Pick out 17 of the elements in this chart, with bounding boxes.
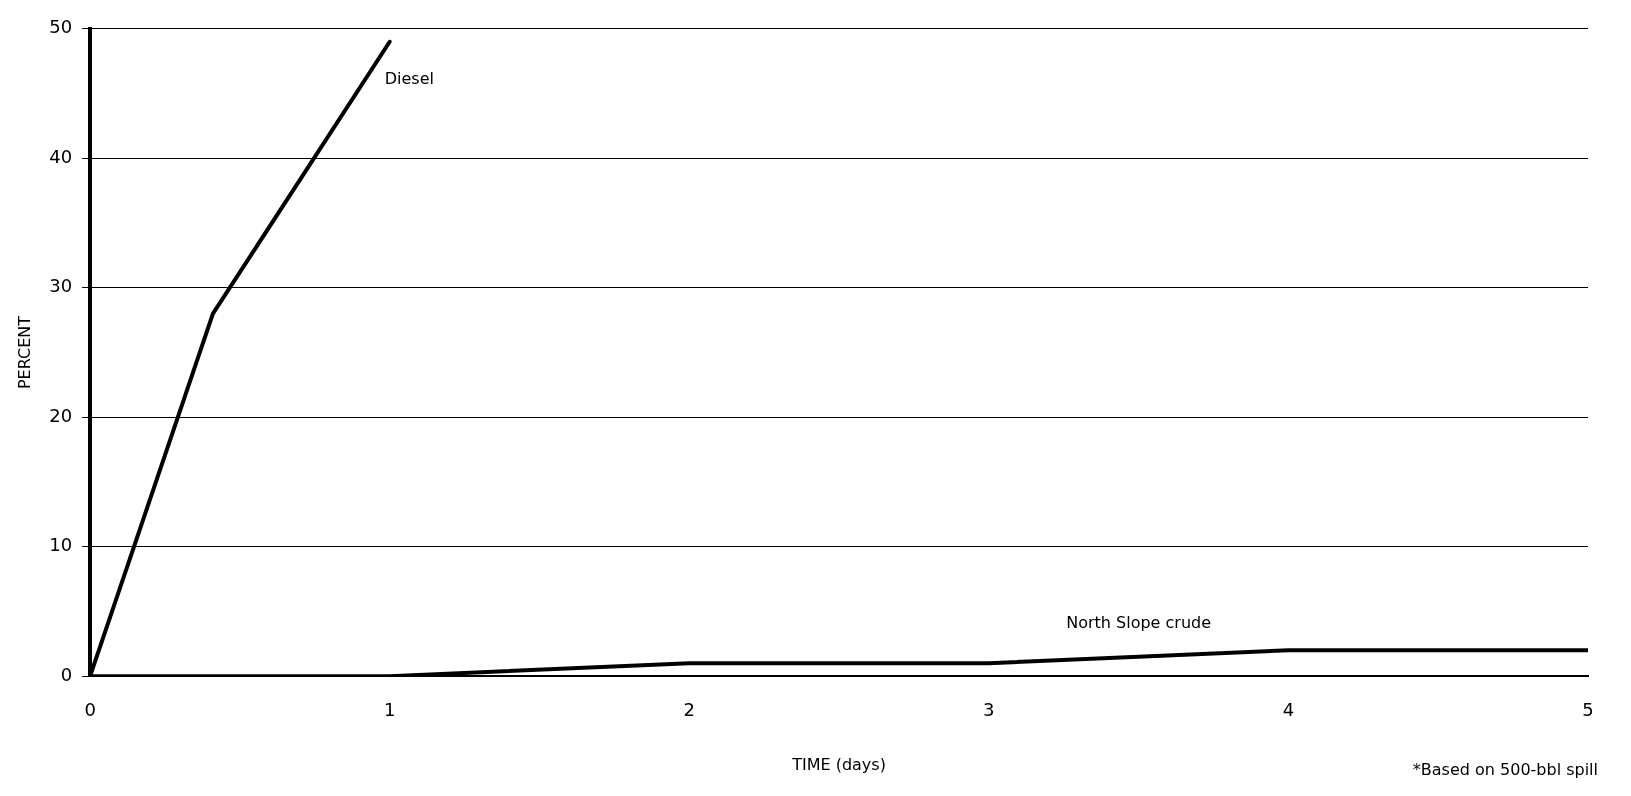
y-tick-label: 0 (60, 663, 73, 685)
series-label: North Slope crude (1066, 613, 1212, 633)
y-tick-label: 40 (49, 145, 73, 167)
text: *Based on 500-bbl spill (1412, 760, 1598, 780)
y-tick-label: 20 (49, 404, 73, 426)
x-tick-label: 5 (1582, 698, 1594, 720)
y-tick-label: 50 (49, 16, 73, 38)
x-axis-title: TIME (days) (791, 754, 886, 774)
series-label: Diesel (384, 68, 434, 88)
x-tick-label: 2 (683, 698, 695, 720)
y-tick-label: 30 (49, 275, 73, 297)
x-tick-label: 3 (983, 698, 995, 720)
x-tick-label: 0 (84, 698, 96, 720)
x-tick-label: 4 (1282, 698, 1295, 720)
y-tick-label: 10 (49, 534, 73, 556)
x-tick-label: 1 (383, 698, 396, 720)
y-axis-title: PERCENT (14, 315, 34, 390)
